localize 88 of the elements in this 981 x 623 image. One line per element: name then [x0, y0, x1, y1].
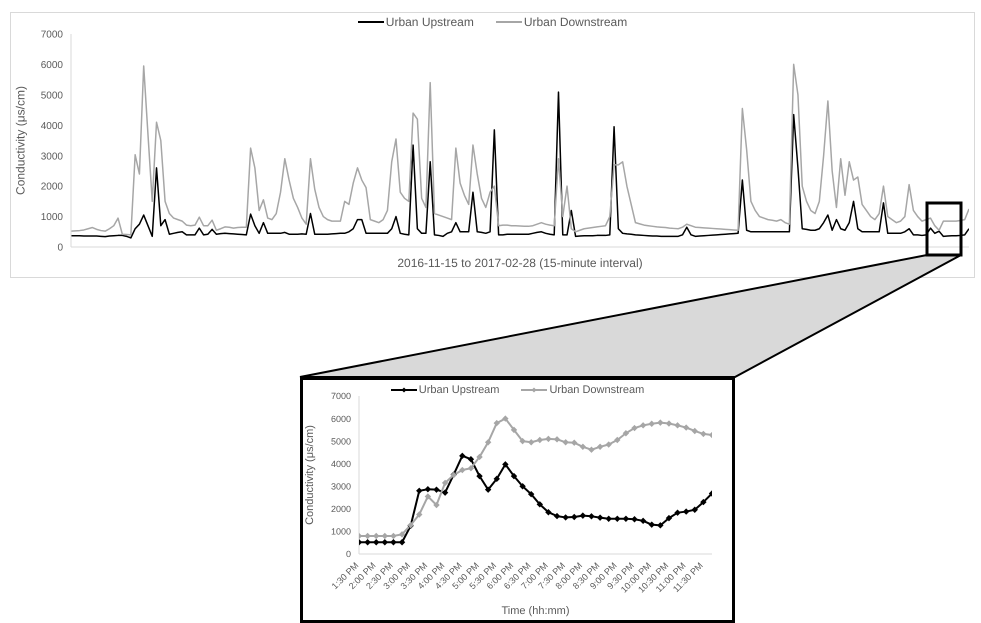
legend-label: Urban Downstream [524, 15, 628, 29]
y-tick-label: 2000 [40, 182, 64, 193]
point [494, 476, 500, 482]
point [442, 490, 448, 496]
point [640, 422, 646, 428]
point [614, 516, 620, 522]
x-axis-title: 2016-11-15 to 2017-02-28 (15-minute interval) [397, 256, 643, 270]
point [476, 454, 483, 460]
point [580, 512, 586, 519]
point [657, 420, 664, 426]
point [536, 501, 543, 508]
y-tick-label: 0 [57, 242, 64, 254]
point [416, 488, 422, 494]
point [580, 444, 586, 450]
point [485, 439, 492, 446]
point [468, 465, 474, 472]
point [528, 439, 534, 446]
point [520, 483, 526, 490]
y-tick-label: 6000 [40, 60, 64, 71]
point [597, 444, 604, 450]
y-axis-title: Conductivity (μs/cm) [304, 425, 316, 525]
point [399, 531, 406, 538]
y-tick-label: 0 [346, 549, 351, 560]
y-tick-label: 4000 [330, 458, 351, 469]
point [424, 486, 431, 492]
point [459, 467, 466, 474]
point [597, 514, 604, 521]
point [692, 506, 698, 513]
y-tick-label: 5000 [330, 436, 351, 446]
point [373, 539, 380, 546]
point [648, 522, 655, 528]
point [442, 480, 448, 486]
point [666, 515, 672, 522]
point [502, 416, 508, 422]
point [648, 420, 655, 427]
line-series [71, 64, 969, 236]
y-tick-label: 5000 [40, 90, 64, 102]
point [606, 442, 612, 448]
y-tick-label: 4000 [40, 120, 64, 132]
point [700, 430, 706, 437]
point [424, 493, 431, 500]
y-tick-label: 1000 [330, 526, 351, 537]
y-axis-title: Conductivity (μs/cm) [13, 86, 28, 195]
legend-label: Urban Upstream [386, 15, 474, 29]
y-tick-label: 2000 [330, 504, 351, 514]
point [700, 499, 706, 506]
point [614, 437, 620, 444]
y-tick-label: 3000 [330, 481, 351, 492]
y-tick-label: 1000 [40, 212, 64, 224]
point [485, 486, 492, 493]
y-tick-label: 7000 [330, 391, 351, 402]
point [545, 509, 552, 516]
point [640, 518, 646, 524]
point [433, 502, 440, 508]
point [416, 512, 422, 518]
point [502, 461, 508, 468]
y-tick-label: 3000 [40, 151, 64, 162]
point [666, 420, 672, 427]
legend-label: Urban Upstream [418, 384, 500, 396]
x-axis-title: Time (hh:mm) [501, 605, 570, 617]
y-tick-label: 7000 [40, 30, 64, 41]
point [683, 508, 690, 515]
legend-label: Urban Downstream [549, 384, 644, 396]
point [683, 424, 690, 431]
point [399, 539, 406, 546]
point [510, 426, 517, 433]
point [588, 446, 594, 453]
point [632, 425, 638, 432]
point [562, 514, 569, 520]
point [657, 522, 664, 528]
point [510, 473, 517, 480]
point [692, 428, 698, 434]
point [674, 510, 681, 516]
point [571, 514, 578, 520]
point [622, 430, 629, 436]
point [545, 436, 552, 442]
point [476, 473, 483, 480]
point [468, 456, 474, 462]
line-series [71, 91, 969, 239]
point [674, 422, 681, 428]
point [528, 491, 534, 498]
point [632, 516, 638, 522]
point [536, 437, 543, 444]
point [459, 452, 466, 459]
point [554, 513, 560, 520]
y-tick-label: 6000 [330, 414, 351, 424]
point [494, 420, 500, 426]
point [554, 436, 560, 442]
